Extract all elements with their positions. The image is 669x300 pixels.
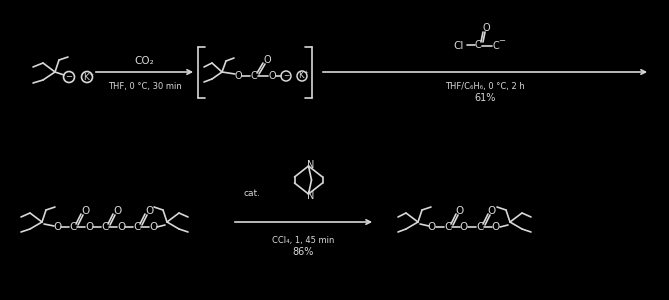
Text: O: O — [113, 206, 121, 216]
Text: O: O — [268, 71, 276, 81]
Text: O: O — [145, 206, 153, 216]
Text: C: C — [251, 71, 258, 81]
Text: K: K — [298, 71, 304, 80]
Text: 86%: 86% — [293, 247, 314, 257]
Text: cat.: cat. — [244, 190, 260, 199]
Text: THF, 0 °C, 30 min: THF, 0 °C, 30 min — [108, 82, 181, 91]
Text: C: C — [101, 222, 108, 232]
Text: O: O — [53, 222, 61, 232]
Text: CO₂: CO₂ — [134, 56, 155, 66]
Text: O: O — [456, 206, 464, 216]
Text: C: C — [444, 222, 452, 232]
Text: CCl₄, 1, 45 min: CCl₄, 1, 45 min — [272, 236, 334, 244]
Text: O: O — [149, 222, 157, 232]
Text: O: O — [482, 23, 490, 33]
Text: 61%: 61% — [474, 93, 496, 103]
Text: +: + — [88, 71, 94, 76]
Text: O: O — [488, 206, 496, 216]
Text: O: O — [460, 222, 468, 232]
Text: Cl: Cl — [454, 41, 464, 51]
Text: +: + — [304, 70, 308, 76]
Text: N: N — [307, 160, 314, 170]
Text: −: − — [498, 37, 506, 46]
Text: O: O — [234, 71, 242, 81]
Text: −: − — [283, 71, 289, 80]
Text: C: C — [133, 222, 140, 232]
Text: −: − — [66, 73, 72, 82]
Text: O: O — [263, 55, 271, 65]
Text: C: C — [474, 40, 482, 50]
Text: O: O — [428, 222, 436, 232]
Text: C: C — [492, 41, 499, 51]
Text: C: C — [70, 222, 77, 232]
Text: K: K — [83, 73, 89, 82]
Text: THF/C₆H₆, 0 °C, 2 h: THF/C₆H₆, 0 °C, 2 h — [445, 82, 525, 91]
Text: C: C — [476, 222, 484, 232]
Text: O: O — [85, 222, 93, 232]
Text: O: O — [492, 222, 500, 232]
Text: O: O — [117, 222, 125, 232]
Text: N: N — [307, 191, 314, 201]
Text: O: O — [81, 206, 89, 216]
